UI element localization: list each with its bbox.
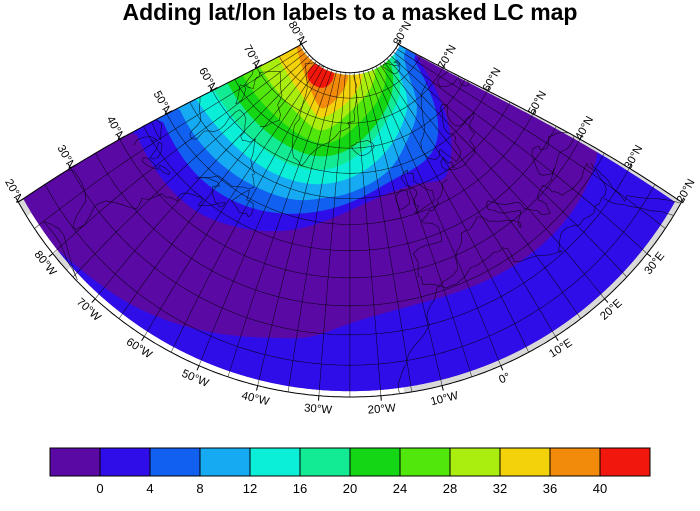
svg-text:8: 8	[196, 481, 203, 496]
svg-text:Adding lat/lon labels to a mas: Adding lat/lon labels to a masked LC map	[123, 0, 578, 25]
svg-text:28: 28	[443, 481, 457, 496]
svg-text:20: 20	[343, 481, 357, 496]
svg-text:32: 32	[493, 481, 507, 496]
svg-text:16: 16	[293, 481, 307, 496]
svg-text:36: 36	[543, 481, 557, 496]
svg-text:0°: 0°	[497, 371, 512, 386]
svg-text:12: 12	[243, 481, 257, 496]
svg-text:20°W: 20°W	[367, 402, 396, 416]
svg-text:4: 4	[146, 481, 153, 496]
svg-text:0: 0	[96, 481, 103, 496]
svg-text:24: 24	[393, 481, 407, 496]
svg-text:40: 40	[593, 481, 607, 496]
svg-text:30°W: 30°W	[304, 402, 333, 416]
